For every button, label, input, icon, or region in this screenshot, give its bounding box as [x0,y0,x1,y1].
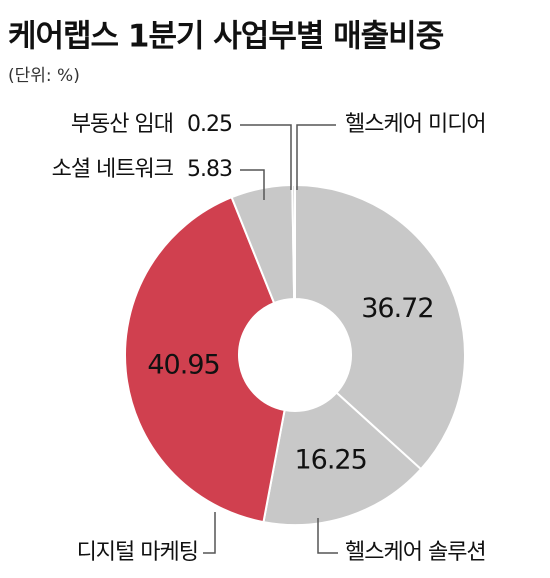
leader-line [296,124,336,190]
leader-line [240,169,265,200]
data-label: 0.25 [187,112,232,137]
chart-title: 케어랩스 1분기 사업부별 매출비중 [8,19,444,55]
category-name: 부동산 임대 [71,112,173,137]
category-label: 헬스케어 미디어 [345,112,486,137]
leader-line [240,124,292,190]
category-name: 소셜 네트워크 [52,157,174,182]
data-label: 5.83 [187,157,232,182]
donut-slice [124,195,286,524]
leader-line [317,518,338,554]
data-label: 36.72 [361,293,433,324]
leader-line [203,512,216,554]
data-label: 40.95 [147,349,219,380]
chart-subtitle: (단위: %) [8,66,80,86]
donut-slice [294,183,466,471]
donut-slice [291,183,296,301]
category-label: 헬스케어 솔루션 [345,540,486,565]
category-label: 소셜 네트워크 5.83 [52,157,232,182]
data-label: 16.25 [294,445,366,476]
category-label: 디지털 마케팅 [77,540,198,565]
donut-slice [262,391,423,526]
category-label: 부동산 임대 0.25 [71,112,232,137]
